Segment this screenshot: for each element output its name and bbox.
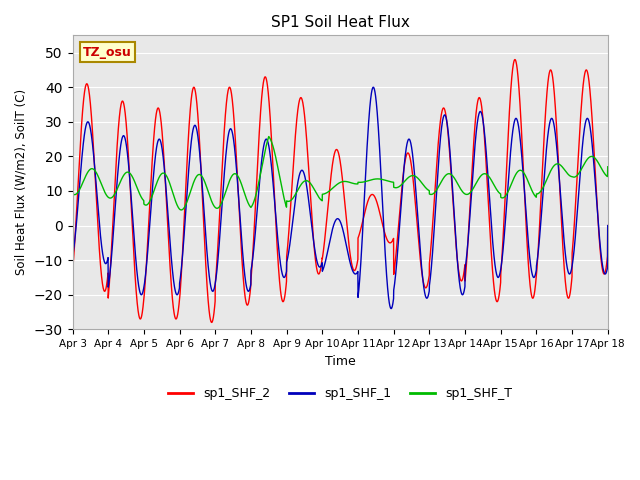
sp1_SHF_1 [387,306,395,312]
sp1_SHF_2 [511,57,519,62]
Line: sp1_SHF_2: sp1_SHF_2 [72,60,608,323]
sp1_SHF_1 [369,84,377,90]
sp1_SHF_1 [604,264,611,270]
Line: sp1_SHF_1: sp1_SHF_1 [72,87,608,309]
sp1_SHF_2 [604,253,611,259]
X-axis label: Time: Time [324,355,355,368]
sp1_SHF_1 [68,254,76,260]
sp1_SHF_2 [554,134,561,140]
Text: TZ_osu: TZ_osu [83,46,132,59]
sp1_SHF_1 [392,264,400,269]
Line: sp1_SHF_T: sp1_SHF_T [72,137,608,210]
sp1_SHF_T [392,185,400,191]
sp1_SHF_2 [218,164,226,170]
sp1_SHF_2 [392,249,400,254]
sp1_SHF_2 [604,223,612,228]
sp1_SHF_1 [604,223,612,228]
sp1_SHF_T [604,164,612,169]
Title: SP1 Soil Heat Flux: SP1 Soil Heat Flux [271,15,410,30]
sp1_SHF_1 [218,203,226,208]
Legend: sp1_SHF_2, sp1_SHF_1, sp1_SHF_T: sp1_SHF_2, sp1_SHF_1, sp1_SHF_T [163,383,517,406]
sp1_SHF_T [218,199,226,204]
sp1_SHF_T [68,191,76,197]
sp1_SHF_1 [183,188,191,194]
sp1_SHF_2 [183,156,191,162]
sp1_SHF_2 [208,320,216,325]
sp1_SHF_T [177,207,185,213]
sp1_SHF_T [402,177,410,183]
sp1_SHF_2 [68,269,76,275]
sp1_SHF_T [265,134,273,140]
Y-axis label: Soil Heat Flux (W/m2), SoilT (C): Soil Heat Flux (W/m2), SoilT (C) [15,89,28,276]
sp1_SHF_1 [554,149,561,155]
sp1_SHF_1 [402,149,410,155]
sp1_SHF_T [184,198,191,204]
sp1_SHF_T [554,161,561,167]
sp1_SHF_2 [402,156,410,161]
sp1_SHF_T [604,174,611,180]
